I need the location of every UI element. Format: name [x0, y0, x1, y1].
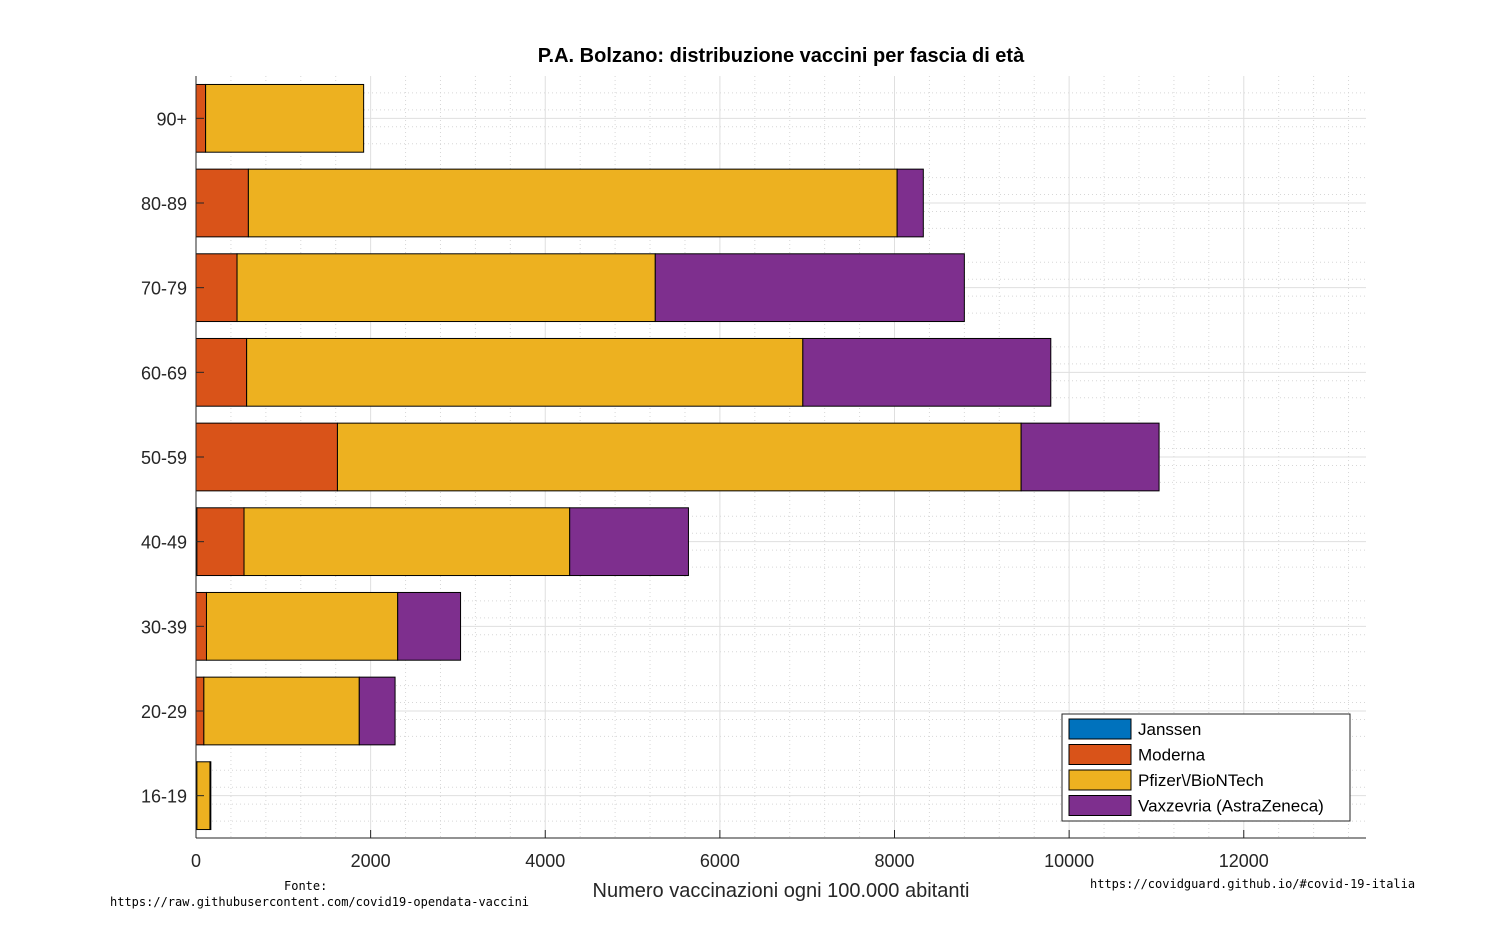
bars — [195, 83, 1160, 831]
x-tick-label: 0 — [191, 851, 201, 871]
x-axis-label: Numero vaccinazioni ogni 100.000 abitant… — [593, 880, 970, 902]
axes: 0 2000 4000 6000 8000 10000 12000 90+ 80-89 70-79… — [141, 76, 1366, 871]
legend-label: Janssen — [1138, 720, 1201, 739]
x-tick-label: 8000 — [874, 851, 914, 871]
bar-moderna-80-89 — [195, 168, 249, 238]
x-tick-label: 6000 — [700, 851, 740, 871]
y-tick-label: 90+ — [156, 109, 187, 129]
bar-vaxzevria-80-89 — [896, 168, 924, 238]
bar-pfizer-90+ — [205, 83, 365, 153]
site-url[interactable]: https://covidguard.github.io/#covid-19-i… — [1090, 877, 1416, 891]
y-tick-label: 30-39 — [141, 617, 187, 637]
bar-vaxzevria-20-29 — [358, 676, 396, 746]
y-tick-label: 16-19 — [141, 787, 187, 807]
y-tick-label: 60-69 — [141, 363, 187, 383]
x-tick-label: 4000 — [525, 851, 565, 871]
legend-label: Moderna — [1138, 746, 1206, 765]
y-tick-label: 50-59 — [141, 448, 187, 468]
bar-pfizer-20-29 — [203, 676, 360, 746]
bar-vaxzevria-40-49 — [569, 507, 689, 577]
legend-swatch — [1068, 718, 1132, 740]
bar-pfizer-30-39 — [205, 591, 399, 661]
bar-pfizer-80-89 — [247, 168, 898, 238]
x-tick-label: 10000 — [1044, 851, 1094, 871]
bar-moderna-40-49 — [196, 507, 245, 577]
bar-pfizer-70-79 — [236, 253, 656, 323]
legend: Janssen Moderna Pfizer\/BioNTech Vaxzevria … — [1061, 713, 1351, 822]
y-tick-label: 20-29 — [141, 702, 187, 722]
bar-vaxzevria-70-79 — [654, 253, 965, 323]
bar-vaxzevria-50-59 — [1020, 422, 1160, 492]
y-tick-label: 80-89 — [141, 194, 187, 214]
legend-swatch — [1068, 769, 1132, 791]
bar-moderna-50-59 — [195, 422, 338, 492]
legend-swatch — [1068, 795, 1132, 816]
bar-vaxzevria-16-19 — [209, 761, 212, 831]
legend-label: Pfizer\/BioNTech — [1138, 771, 1264, 790]
y-tick-label: 70-79 — [141, 279, 187, 299]
bar-pfizer-40-49 — [243, 507, 571, 577]
source-url[interactable]: https://raw.githubusercontent.com/covid1… — [110, 895, 530, 909]
legend-label: Vaxzevria (AstraZeneca) — [1138, 797, 1324, 816]
bar-vaxzevria-30-39 — [397, 591, 462, 661]
y-tick-label: 40-49 — [141, 533, 187, 553]
chart-title: P.A. Bolzano: distribuzione vaccini per … — [538, 45, 1025, 67]
bar-pfizer-60-69 — [246, 337, 804, 407]
legend-swatch — [1068, 744, 1132, 765]
bar-pfizer-50-59 — [336, 422, 1022, 492]
x-tick-label: 12000 — [1219, 851, 1269, 871]
bar-vaxzevria-60-69 — [802, 337, 1052, 407]
x-tick-label: 2000 — [351, 851, 391, 871]
source-label: Fonte: — [284, 879, 328, 893]
